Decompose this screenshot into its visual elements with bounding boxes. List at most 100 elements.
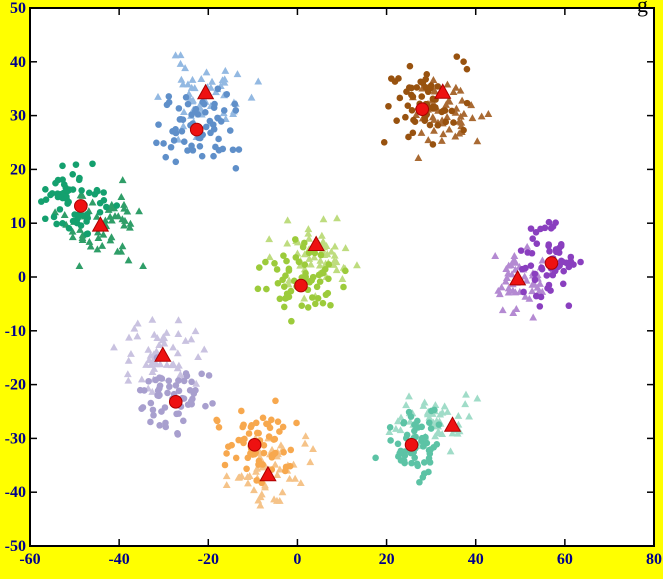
scatter-point-triangle [402,401,410,409]
scatter-point-triangle [440,402,449,410]
scatter-point-circle [463,99,471,107]
scatter-point-circle [210,125,218,133]
scatter-point-circle [280,449,287,456]
scatter-point-circle [191,108,199,115]
scatter-point-circle [162,423,170,431]
scatter-point-circle [75,176,83,184]
scatter-point-circle [96,209,104,216]
scatter-point-circle [184,100,192,108]
scatter-point-circle [263,420,270,428]
points-layer [38,51,584,509]
scatter-point-triangle [106,236,115,244]
scatter-point-triangle [417,128,426,136]
centroid-circle-marker [404,438,419,452]
scatter-point-circle [202,123,210,131]
scatter-point-circle [145,377,152,385]
scatter-point-circle [317,251,325,259]
scatter-point-triangle [174,329,183,337]
scatter-point-circle [215,423,223,431]
scatter-point-circle [394,440,402,448]
scatter-point-triangle [222,472,231,480]
scatter-point-triangle [501,277,510,285]
scatter-point-circle [270,436,278,443]
title-fragment: g [637,0,648,17]
scatter-point-triangle [458,96,467,104]
scatter-point-triangle [442,100,450,108]
scatter-point-triangle [462,390,470,398]
scatter-point-circle [427,84,434,92]
scatter-point-triangle [455,129,464,137]
scatter-point-triangle [179,80,187,88]
scatter-point-triangle [273,471,282,478]
scatter-point-circle [402,113,409,121]
scatter-point-triangle [460,109,468,117]
scatter-point-triangle [78,191,87,199]
scatter-point-circle [89,160,96,168]
scatter-point-triangle [304,229,313,237]
scatter-point-triangle [88,198,97,206]
scatter-point-circle [410,116,417,124]
scatter-point-circle [544,284,551,292]
scatter-point-triangle [118,176,127,184]
scatter-point-circle [419,443,427,450]
scatter-point-circle [259,414,267,422]
scatter-point-circle [196,143,204,150]
scatter-point-circle [421,117,429,124]
scatter-point-circle [327,301,334,309]
scatter-point-triangle [327,247,336,255]
scatter-point-circle [431,406,438,414]
scatter-point-circle [161,404,169,411]
scatter-point-circle [274,279,282,287]
y-tick-label: 40 [10,54,26,71]
scatter-point-triangle [148,368,157,375]
scatter-point-circle [288,317,295,325]
scatter-point-triangle [430,115,438,123]
scatter-point-circle [50,213,58,221]
scatter-point-circle [187,398,195,405]
scatter-point-circle [405,408,413,416]
scatter-point-triangle [176,51,185,59]
scatter-point-triangle [300,294,309,302]
scatter-point-circle [400,418,408,426]
scatter-point-triangle [60,211,69,219]
scatter-point-triangle [446,447,455,455]
scatter-point-triangle [511,258,520,266]
scatter-point-triangle [261,481,269,489]
scatter-point-triangle [301,439,309,447]
scatter-point-triangle [341,244,350,252]
scatter-point-circle [165,377,173,385]
scatter-point-triangle [169,343,177,351]
scatter-point-circle [423,70,431,78]
scatter-point-circle [69,170,77,178]
scatter-point-triangle [148,315,157,323]
scatter-point-circle [418,93,426,100]
scatter-point-triangle [431,401,440,409]
scatter-point-circle [298,302,306,310]
scatter-point-circle [342,267,349,275]
scatter-point-circle [565,263,573,271]
scatter-point-circle [280,303,288,311]
scatter-point-circle [422,75,430,83]
scatter-point-circle [83,218,90,225]
scatter-point-triangle [99,230,108,238]
scatter-point-circle [427,446,434,453]
scatter-point-triangle [536,279,544,287]
scatter-point-circle [260,441,268,449]
scatter-point-triangle [133,319,142,327]
scatter-point-circle [232,454,240,462]
scatter-point-circle [53,220,60,228]
scatter-point-circle [314,295,322,302]
scatter-point-triangle [150,330,159,338]
scatter-point-triangle [162,328,171,336]
centroid-circle-marker [189,122,204,137]
scatter-point-triangle [93,245,102,253]
scatter-point-circle [226,127,234,134]
scatter-point-triangle [94,234,103,241]
scatter-point-triangle [504,284,513,292]
scatter-point-triangle [285,276,294,284]
scatter-point-circle [59,220,66,227]
scatter-point-circle [460,58,467,66]
scatter-point-triangle [430,87,439,95]
scatter-point-triangle [465,412,474,420]
scatter-point-circle [140,387,148,394]
